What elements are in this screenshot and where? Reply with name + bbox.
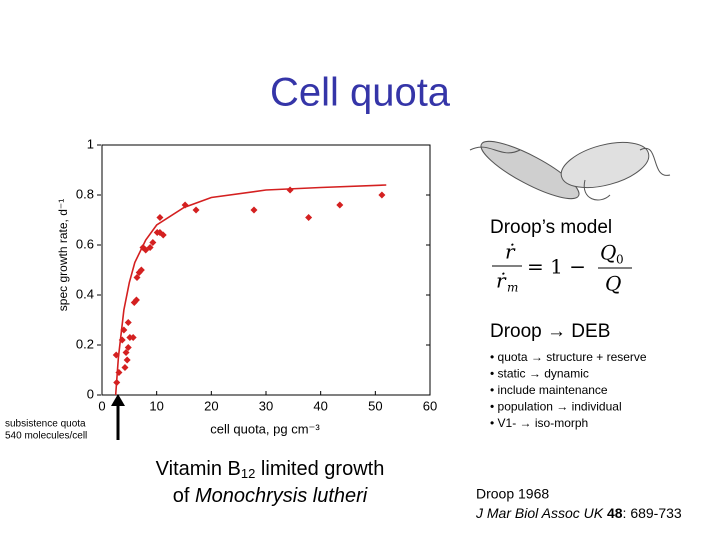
deb-bullet: • population → individual — [490, 400, 622, 414]
x-tick-label: 50 — [368, 398, 382, 413]
x-tick-label: 10 — [149, 398, 163, 413]
caption: of Monochrysis lutheri — [173, 485, 368, 507]
eq-q0-sub: 0 — [616, 253, 624, 267]
data-point — [115, 369, 123, 376]
x-tick-label: 0 — [98, 398, 105, 413]
data-point — [129, 334, 137, 341]
eq-num: ṙ — [505, 240, 516, 264]
slide-title: Cell quota — [270, 71, 451, 115]
eq-den-sub: m — [507, 281, 518, 295]
reference: Droop 1968 — [476, 486, 549, 502]
droop-equation: ṙ ṙ m = 1 − Q 0 Q — [492, 240, 632, 296]
caption: Vitamin B12 limited growth — [156, 458, 385, 481]
y-tick-label: 0.6 — [76, 236, 94, 251]
data-point — [124, 344, 132, 351]
x-tick-label: 20 — [204, 398, 218, 413]
x-tick-label: 30 — [259, 398, 273, 413]
ref-pages: : 689-733 — [623, 505, 682, 521]
deb-bullet: • V1- → iso-morph — [490, 416, 588, 430]
eq-q0: Q — [600, 241, 616, 265]
fit-curve — [114, 184, 387, 396]
data-point — [156, 214, 164, 221]
x-axis-label: cell quota, pg cm⁻³ — [210, 421, 320, 436]
data-point — [149, 239, 157, 246]
data-point — [378, 191, 386, 199]
y-axis-label: spec growth rate, d⁻¹ — [56, 199, 70, 311]
data-point — [122, 349, 130, 356]
deb-bullet: • include maintenance — [490, 383, 608, 397]
data-point — [123, 356, 131, 364]
data-point — [133, 274, 141, 281]
eq-q: Q — [605, 272, 621, 296]
ref-journal: J Mar Biol Assoc UK — [475, 505, 604, 521]
deb-bullet: • quota → structure + reserve — [490, 350, 647, 364]
deb-bullet: • static → dynamic — [490, 367, 589, 381]
plot-frame — [101, 144, 431, 396]
ref-volume: 48 — [607, 505, 623, 521]
reference: J Mar Biol Assoc UK 48: 689-733 — [475, 505, 682, 521]
data-point — [121, 364, 129, 371]
subsistence-label: 540 molecules/cell — [5, 431, 87, 442]
y-tick-label: 1 — [87, 136, 94, 151]
data-point — [146, 244, 154, 251]
data-point — [286, 186, 294, 194]
deb-heading: Droop → DEB — [490, 321, 610, 342]
data-point — [124, 319, 132, 326]
data-point — [159, 231, 167, 239]
caption-part: Vitamin B — [156, 458, 241, 480]
x-tick-label: 40 — [313, 398, 327, 413]
droop-heading: Droop’s model — [490, 217, 612, 238]
subsistence-arrow — [111, 394, 125, 440]
caption-species: Monochrysis lutheri — [195, 485, 368, 507]
subsistence-label: subsistence quota — [5, 419, 86, 430]
caption-part: limited growth — [255, 458, 384, 480]
data-point — [336, 201, 344, 209]
y-tick-label: 0.8 — [76, 186, 94, 201]
data-point — [250, 206, 258, 214]
caption-sub: 12 — [241, 466, 255, 481]
y-tick-label: 0 — [87, 386, 94, 401]
data-point — [132, 296, 140, 304]
data-point — [192, 206, 200, 214]
algae-illustration — [469, 140, 671, 201]
eq-den: ṙ — [496, 269, 507, 293]
eq-mid: = 1 − — [527, 255, 586, 279]
y-tick-label: 0.4 — [76, 286, 94, 301]
y-tick-label: 0.2 — [76, 336, 94, 351]
caption-part: of — [173, 485, 195, 507]
data-point — [137, 266, 145, 274]
x-tick-label: 60 — [423, 398, 437, 413]
deb-bullets: • quota → structure + reserve • static → … — [490, 350, 647, 430]
data-point — [305, 214, 313, 221]
